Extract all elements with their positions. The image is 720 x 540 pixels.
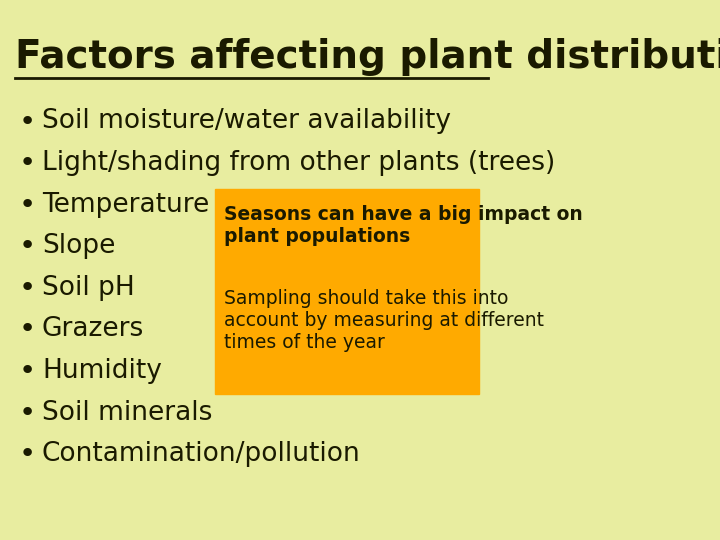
Text: •: • [19,107,36,136]
Text: Contamination/pollution: Contamination/pollution [42,441,361,467]
Text: Seasons can have a big impact on
plant populations: Seasons can have a big impact on plant p… [225,205,583,246]
Text: Soil moisture/water availability: Soil moisture/water availability [42,109,451,134]
Text: Slope: Slope [42,233,115,259]
Text: Humidity: Humidity [42,358,162,384]
Text: •: • [19,232,36,260]
Text: •: • [19,399,36,427]
Text: Factors affecting plant distribution: Factors affecting plant distribution [15,38,720,76]
Text: Soil pH: Soil pH [42,275,135,301]
Text: •: • [19,274,36,302]
Text: Temperature: Temperature [42,192,210,218]
Text: Grazers: Grazers [42,316,144,342]
Text: Light/shading from other plants (trees): Light/shading from other plants (trees) [42,150,555,176]
Text: •: • [19,191,36,219]
Text: Soil minerals: Soil minerals [42,400,212,426]
FancyBboxPatch shape [215,189,479,394]
Text: •: • [19,357,36,385]
Text: •: • [19,440,36,468]
Text: •: • [19,315,36,343]
Text: Sampling should take this into
account by measuring at different
times of the ye: Sampling should take this into account b… [225,289,544,352]
Text: •: • [19,149,36,177]
